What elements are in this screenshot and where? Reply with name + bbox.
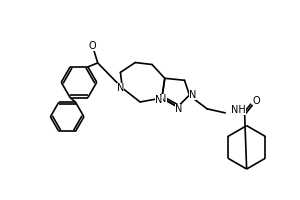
Text: N: N <box>175 104 182 114</box>
Text: N: N <box>117 83 124 93</box>
Text: N: N <box>189 90 196 100</box>
Text: N: N <box>155 95 163 105</box>
Text: NH: NH <box>231 105 246 115</box>
Text: O: O <box>88 41 96 51</box>
Text: O: O <box>253 96 260 106</box>
Text: N: N <box>159 94 166 104</box>
